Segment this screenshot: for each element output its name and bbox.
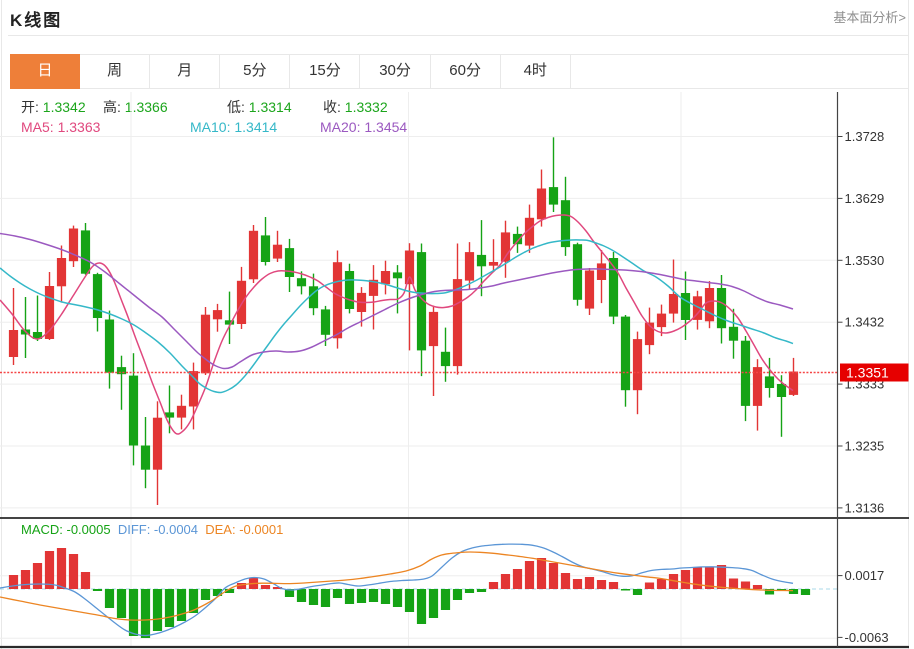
svg-text:-0.0063: -0.0063	[845, 630, 889, 645]
svg-text:1.3432: 1.3432	[845, 315, 885, 330]
svg-text:1.3629: 1.3629	[845, 191, 885, 206]
svg-text:1.3728: 1.3728	[845, 129, 885, 144]
svg-text:1.3235: 1.3235	[845, 439, 885, 454]
svg-text:0.0017: 0.0017	[845, 568, 885, 583]
svg-text:1.3351: 1.3351	[846, 365, 889, 381]
svg-text:1.3136: 1.3136	[845, 500, 885, 515]
svg-text:1.3530: 1.3530	[845, 253, 885, 268]
